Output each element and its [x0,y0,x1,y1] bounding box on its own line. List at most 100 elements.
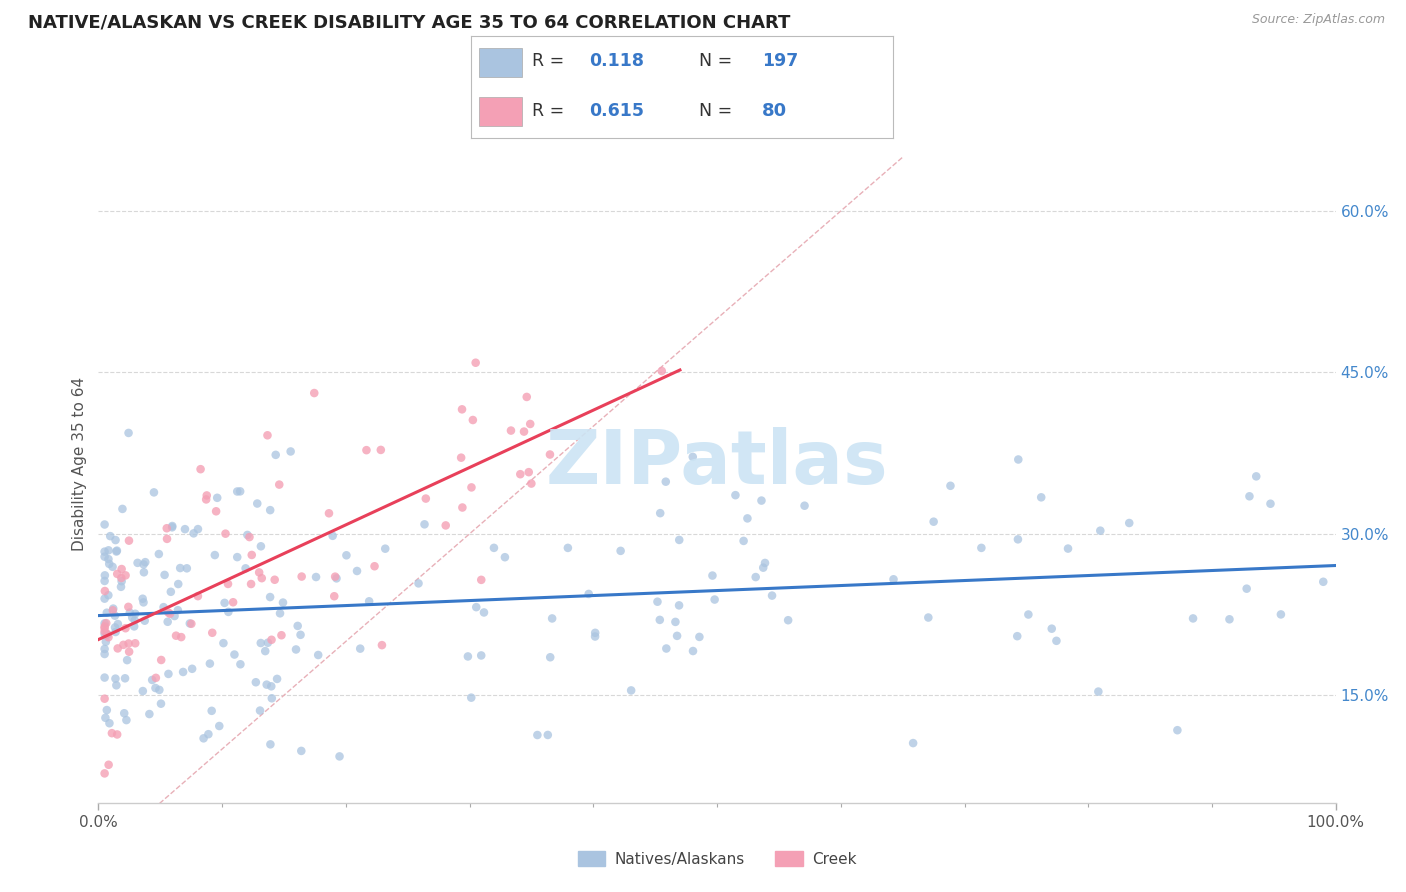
Point [325,571,347,585]
Point [118,533,141,548]
Point [688,630,710,644]
Point [101,726,124,740]
Point [204,548,226,562]
Point [212,636,235,650]
Point [260,691,283,706]
Point [1244,469,1267,483]
Point [145,681,167,695]
Bar [479,48,522,77]
Point [541,611,564,625]
Point [450,450,472,465]
Point [240,577,263,591]
Point [793,499,815,513]
Point [260,679,283,693]
Point [107,641,129,656]
Point [939,479,962,493]
Point [754,556,776,570]
Point [240,548,263,562]
Point [162,519,184,533]
Point [323,569,346,583]
Point [752,560,775,574]
Point [461,413,484,427]
Point [93,591,115,606]
Point [183,526,205,541]
Point [145,671,167,685]
Point [187,522,209,536]
Point [761,589,783,603]
Point [1007,452,1029,467]
Point [682,644,704,658]
Text: ZIPatlas: ZIPatlas [546,427,889,500]
Point [97,543,120,558]
Point [1045,633,1067,648]
Point [557,541,579,555]
Point [901,736,924,750]
Point [112,638,135,652]
Point [285,642,308,657]
Point [93,691,115,706]
Point [142,485,165,500]
Point [104,672,127,686]
Point [104,625,127,640]
Point [1057,541,1080,556]
Point [451,500,474,515]
Point [517,465,540,479]
Point [156,521,179,535]
Point [226,550,249,565]
Point [583,630,606,644]
Point [124,607,146,621]
Point [96,606,118,620]
Text: NATIVE/ALASKAN VS CREEK DISABILITY AGE 35 TO 64 CORRELATION CHART: NATIVE/ALASKAN VS CREEK DISABILITY AGE 3… [28,13,790,31]
Point [256,678,278,692]
Point [516,390,538,404]
Point [245,675,267,690]
Point [290,744,312,758]
Point [105,678,128,692]
Point [217,577,239,591]
Point [513,425,536,439]
Point [114,568,136,582]
Point [256,428,278,442]
Point [499,424,522,438]
Point [159,607,181,621]
Point [620,683,643,698]
Point [250,571,273,585]
Point [1312,574,1334,589]
Point [264,448,287,462]
Point [127,556,149,570]
Point [97,627,120,641]
Point [724,488,747,502]
Point [105,544,128,558]
Point [176,561,198,575]
Point [195,488,218,502]
Text: 197: 197 [762,53,799,70]
Point [371,638,394,652]
Point [93,517,115,532]
Point [94,711,117,725]
Point [111,574,134,589]
Point [519,417,541,431]
Point [246,496,269,510]
Point [482,541,505,555]
Point [648,613,671,627]
Text: Source: ZipAtlas.com: Source: ZipAtlas.com [1251,13,1385,27]
Point [259,503,281,517]
Point [655,641,678,656]
Point [157,667,180,681]
Point [451,402,474,417]
Point [1236,582,1258,596]
Point [98,529,121,543]
Point [131,591,153,606]
Point [304,386,326,401]
Point [408,576,430,591]
Point [115,713,138,727]
Point [1270,607,1292,622]
Point [494,550,516,565]
Point [236,528,259,542]
Point [305,570,328,584]
Point [174,522,197,536]
Point [132,566,155,580]
Point [609,544,631,558]
Point [132,684,155,698]
Point [190,462,212,476]
